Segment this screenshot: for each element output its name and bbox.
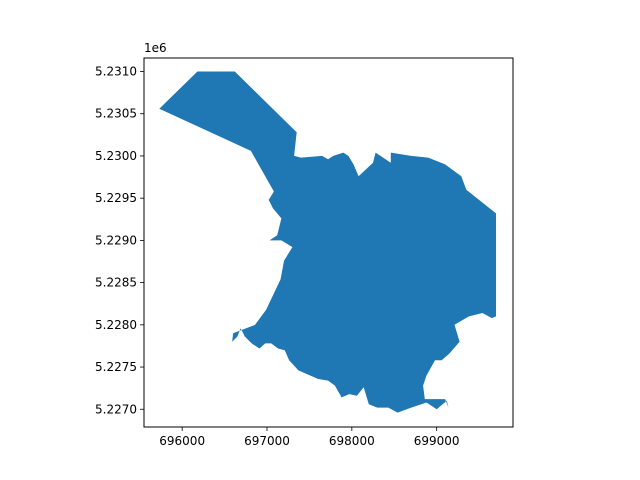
x-tick-label: 696000 — [159, 434, 205, 448]
y-tick-label: 5.2275 — [95, 360, 137, 374]
x-axis: 696000 697000 698000 699000 — [159, 427, 460, 448]
x-tick-label: 699000 — [414, 434, 460, 448]
x-tick-label: 698000 — [329, 434, 375, 448]
y-tick-label: 5.2295 — [95, 191, 137, 205]
y-tick-label: 5.2280 — [95, 318, 137, 332]
y-tick-label: 5.2285 — [95, 276, 137, 290]
y-axis: 5.2270 5.2275 5.2280 5.2285 5.2290 5.2295 5.23… — [95, 65, 144, 416]
map-layer — [159, 71, 497, 413]
y-offset-label: 1e6 — [144, 41, 167, 55]
y-tick-label: 5.2290 — [95, 233, 137, 247]
district-polygon — [159, 71, 497, 413]
y-tick-label: 5.2310 — [95, 65, 137, 79]
axes-frame — [143, 57, 514, 428]
y-tick-label: 5.2270 — [95, 402, 137, 416]
x-tick-label: 697000 — [244, 434, 290, 448]
y-tick-label: 5.2305 — [95, 107, 137, 121]
y-tick-label: 5.2300 — [95, 149, 137, 163]
